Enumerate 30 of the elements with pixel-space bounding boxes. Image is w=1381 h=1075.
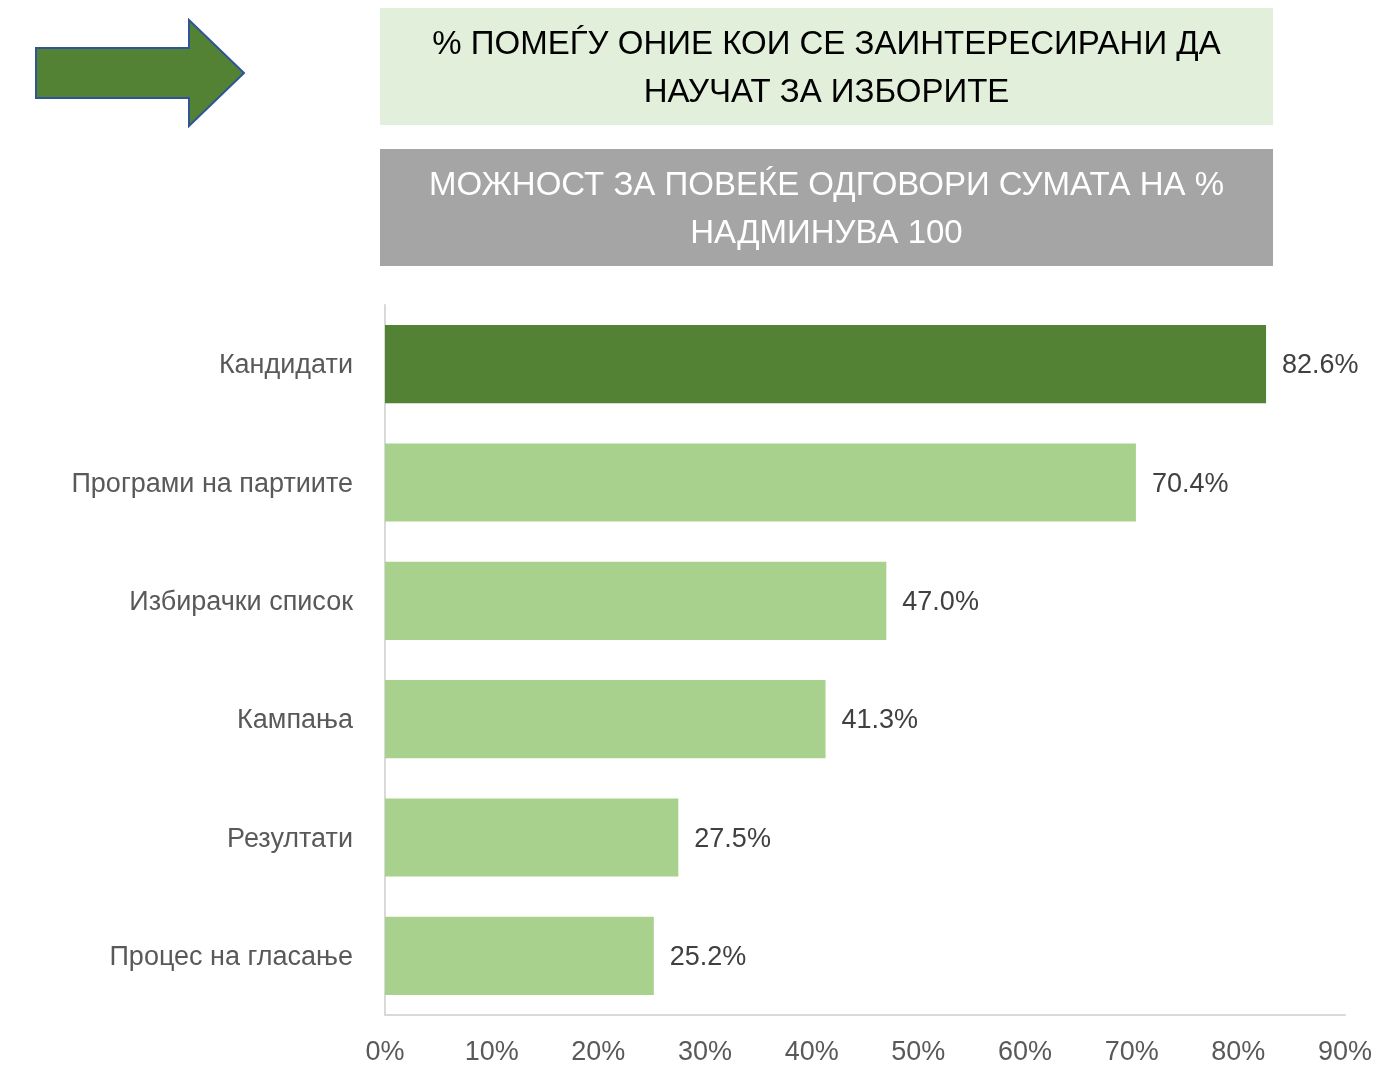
x-tick-label: 40% xyxy=(784,1035,839,1066)
y-tick-label: Програми на партиите xyxy=(71,467,353,498)
x-tick-label: 70% xyxy=(1104,1035,1159,1066)
x-tick-label: 0% xyxy=(365,1035,405,1066)
y-tick-label: Процес на гласање xyxy=(109,940,353,971)
bar xyxy=(385,325,1267,404)
chart-title: % ПОМЕЃУ ОНИЕ КОИ СЕ ЗАИНТЕРЕСИРАНИ ДА НАУЧАТ ЗА ИЗБОРИТЕ xyxy=(380,8,1273,125)
y-tick-label: Кампања xyxy=(237,704,354,735)
x-tick-label: 10% xyxy=(464,1035,519,1066)
bar xyxy=(385,443,1136,522)
x-tick-label: 60% xyxy=(997,1035,1053,1066)
data-label: 41.3% xyxy=(841,704,919,735)
y-tick-label: Кандидати xyxy=(218,349,353,380)
data-label: 47.0% xyxy=(902,585,979,616)
bar xyxy=(385,561,887,640)
x-tick-label: 30% xyxy=(677,1035,733,1066)
data-label: 82.6% xyxy=(1282,349,1359,380)
data-label: 25.2% xyxy=(669,940,747,971)
bar xyxy=(385,680,826,759)
x-tick-label: 50% xyxy=(891,1035,946,1066)
x-tick-label: 90% xyxy=(1317,1035,1373,1066)
data-label: 70.4% xyxy=(1151,467,1229,498)
y-tick-label: Резултати xyxy=(227,822,353,853)
y-tick-label: Избирачки список xyxy=(129,585,354,616)
chart-subtitle: МОЖНОСТ ЗА ПОВЕЌЕ ОДГОВОРИ СУМАТА НА % НАДМИНУВА 100 xyxy=(380,149,1273,266)
x-tick-label: 20% xyxy=(571,1035,626,1066)
x-tick-label: 80% xyxy=(1211,1035,1266,1066)
data-label: 27.5% xyxy=(694,822,771,853)
bar xyxy=(385,916,654,995)
bar xyxy=(385,798,679,877)
